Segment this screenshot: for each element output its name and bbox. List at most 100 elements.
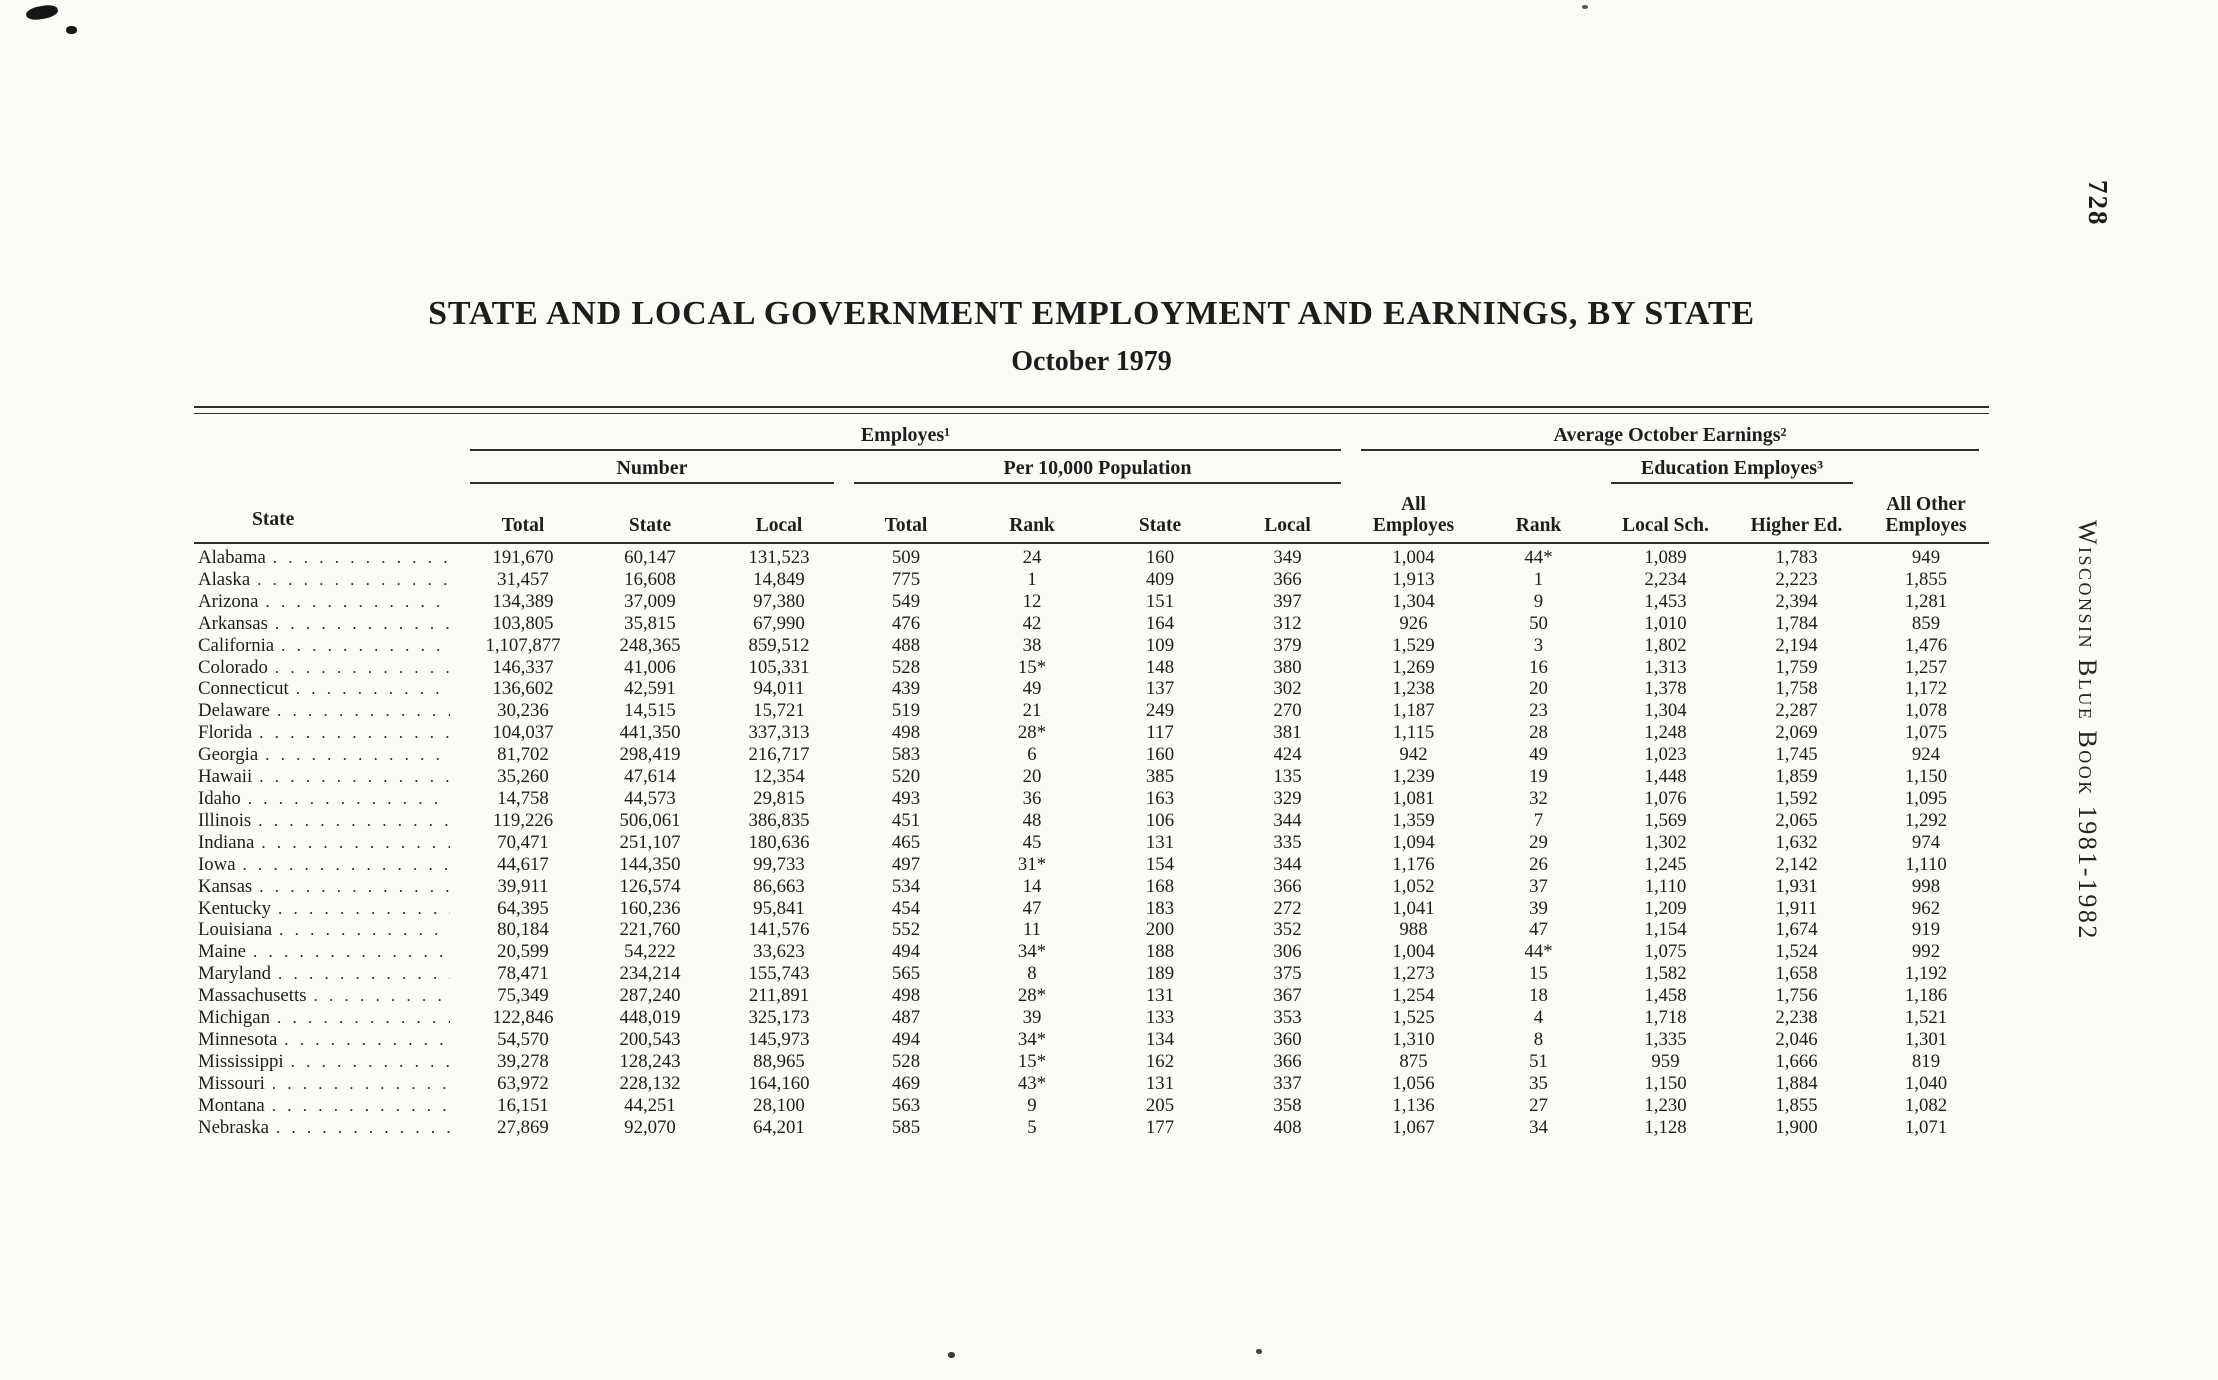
leader-dots bbox=[277, 1007, 450, 1029]
cell-n_total: 134,389 bbox=[492, 590, 554, 612]
cell-p_state: 134 bbox=[1145, 1028, 1175, 1050]
cell-e_higher: 1,592 bbox=[1775, 787, 1818, 809]
cell-e_local_sch: 1,458 bbox=[1644, 985, 1687, 1007]
table-row: Nebraska 27,869 92,070 64,201 585 5 177 408 1,06… bbox=[194, 1117, 1989, 1139]
cell-p_local: 358 bbox=[1273, 1094, 1302, 1116]
cell-p_rank: 42 bbox=[1022, 612, 1042, 634]
cell-p_state: 205 bbox=[1145, 1094, 1175, 1116]
cell-n_total: 70,471 bbox=[497, 831, 549, 853]
cell-n_local: 29,815 bbox=[753, 787, 805, 809]
cell-e_all: 1,176 bbox=[1392, 853, 1435, 875]
state-name: Alaska bbox=[198, 568, 251, 590]
cell-e_other: 992 bbox=[1911, 941, 1941, 963]
leader-dots bbox=[259, 876, 450, 898]
cell-e_all: 926 bbox=[1399, 612, 1428, 634]
cell-e_other: 1,192 bbox=[1904, 963, 1948, 985]
column-header-all-other-line2: Employes bbox=[1885, 515, 1967, 536]
cell-e_local_sch: 1,378 bbox=[1644, 678, 1687, 700]
state-name: Alabama bbox=[198, 547, 266, 568]
cell-e_rank: 1 bbox=[1533, 568, 1544, 590]
column-header-per10k-state: State bbox=[1138, 515, 1182, 536]
cell-p_rank: 8 bbox=[1027, 963, 1037, 985]
cell-p_rank: 20 bbox=[1022, 766, 1042, 788]
cell-e_local_sch: 1,245 bbox=[1644, 853, 1687, 875]
cell-e_all: 1,304 bbox=[1392, 590, 1435, 612]
cell-n_total: 16,151 bbox=[497, 1094, 549, 1116]
cell-e_higher: 1,855 bbox=[1775, 1094, 1818, 1116]
cell-n_total: 78,471 bbox=[497, 963, 549, 985]
cell-e_local_sch: 1,075 bbox=[1644, 941, 1687, 963]
cell-e_other: 1,855 bbox=[1904, 568, 1948, 590]
cell-n_total: 119,226 bbox=[492, 809, 554, 831]
cell-p_local: 366 bbox=[1273, 875, 1302, 897]
cell-e_higher: 1,784 bbox=[1775, 612, 1818, 634]
cell-e_rank: 29 bbox=[1529, 831, 1548, 853]
cell-p_state: 133 bbox=[1145, 1007, 1175, 1029]
cell-n_state: 128,243 bbox=[619, 1050, 681, 1072]
cell-n_state: 14,515 bbox=[624, 700, 676, 722]
cell-e_higher: 1,911 bbox=[1775, 897, 1818, 919]
cell-n_total: 14,758 bbox=[497, 787, 549, 809]
cell-n_local: 99,733 bbox=[753, 853, 805, 875]
cell-p_total: 509 bbox=[891, 547, 921, 568]
cell-e_all: 1,529 bbox=[1392, 634, 1435, 656]
cell-e_local_sch: 1,304 bbox=[1644, 700, 1687, 722]
cell-p_local: 272 bbox=[1273, 897, 1302, 919]
cell-n_state: 251,107 bbox=[619, 831, 681, 853]
cell-p_state: 109 bbox=[1145, 634, 1175, 656]
cell-p_rank: 49 bbox=[1022, 678, 1042, 700]
cell-p_local: 397 bbox=[1273, 590, 1302, 612]
cell-n_state: 92,070 bbox=[624, 1116, 676, 1138]
leader-dots bbox=[279, 919, 450, 941]
cell-p_local: 424 bbox=[1273, 744, 1302, 766]
cell-e_other: 1,095 bbox=[1904, 787, 1948, 809]
cell-p_state: 151 bbox=[1145, 590, 1175, 612]
cell-e_all: 1,004 bbox=[1392, 941, 1435, 963]
cell-n_local: 12,354 bbox=[753, 766, 805, 788]
state-name: Maryland bbox=[198, 963, 272, 985]
cell-p_state: 137 bbox=[1145, 678, 1175, 700]
cell-p_total: 775 bbox=[891, 568, 921, 590]
cell-e_rank: 23 bbox=[1529, 700, 1548, 722]
cell-e_all: 1,525 bbox=[1392, 1007, 1435, 1029]
column-header-per10k-total: Total bbox=[884, 515, 928, 536]
cell-e_other: 1,172 bbox=[1904, 678, 1948, 700]
state-cell: Minnesota bbox=[194, 1029, 460, 1051]
leader-dots bbox=[275, 657, 450, 679]
state-cell: Georgia bbox=[194, 744, 460, 766]
cell-p_rank: 24 bbox=[1022, 547, 1042, 568]
cell-e_higher: 1,759 bbox=[1775, 656, 1818, 678]
cell-e_higher: 1,900 bbox=[1775, 1116, 1818, 1138]
cell-n_total: 146,337 bbox=[492, 656, 554, 678]
cell-p_total: 519 bbox=[891, 700, 921, 722]
cell-p_local: 360 bbox=[1273, 1028, 1302, 1050]
cell-e_other: 974 bbox=[1911, 831, 1941, 853]
state-cell: Iowa bbox=[194, 854, 460, 876]
state-cell: Missouri bbox=[194, 1073, 460, 1095]
cell-e_other: 1,078 bbox=[1904, 700, 1948, 722]
cell-p_local: 375 bbox=[1273, 963, 1302, 985]
leader-dots bbox=[243, 854, 450, 876]
cell-e_local_sch: 1,089 bbox=[1644, 547, 1687, 568]
table-body: Alabama191,67060,147131,523509241603491,… bbox=[194, 544, 1989, 1138]
top-double-rule bbox=[194, 406, 1989, 414]
cell-e_all: 1,094 bbox=[1392, 831, 1435, 853]
cell-e_rank: 9 bbox=[1533, 590, 1544, 612]
cell-p_state: 148 bbox=[1145, 656, 1175, 678]
cell-e_other: 819 bbox=[1911, 1050, 1941, 1072]
table-row: California 1,107,877 248,365 859,512 488 38 10… bbox=[194, 635, 1989, 657]
cell-e_other: 924 bbox=[1911, 744, 1941, 766]
cell-e_rank: 37 bbox=[1529, 875, 1548, 897]
leader-dots bbox=[261, 832, 450, 854]
cell-e_local_sch: 1,582 bbox=[1644, 963, 1687, 985]
state-name: Florida bbox=[198, 722, 253, 744]
cell-n_local: 145,973 bbox=[748, 1028, 810, 1050]
cell-n_local: 94,011 bbox=[753, 678, 805, 700]
cell-e_all: 988 bbox=[1399, 919, 1428, 941]
cell-p_total: 528 bbox=[891, 656, 921, 678]
cell-n_state: 144,350 bbox=[619, 853, 681, 875]
table-row: Massachusetts 75,349 287,240 211,891 498 28* 1… bbox=[194, 985, 1989, 1007]
header-spacer bbox=[1863, 451, 1989, 484]
cell-e_local_sch: 959 bbox=[1651, 1050, 1680, 1072]
